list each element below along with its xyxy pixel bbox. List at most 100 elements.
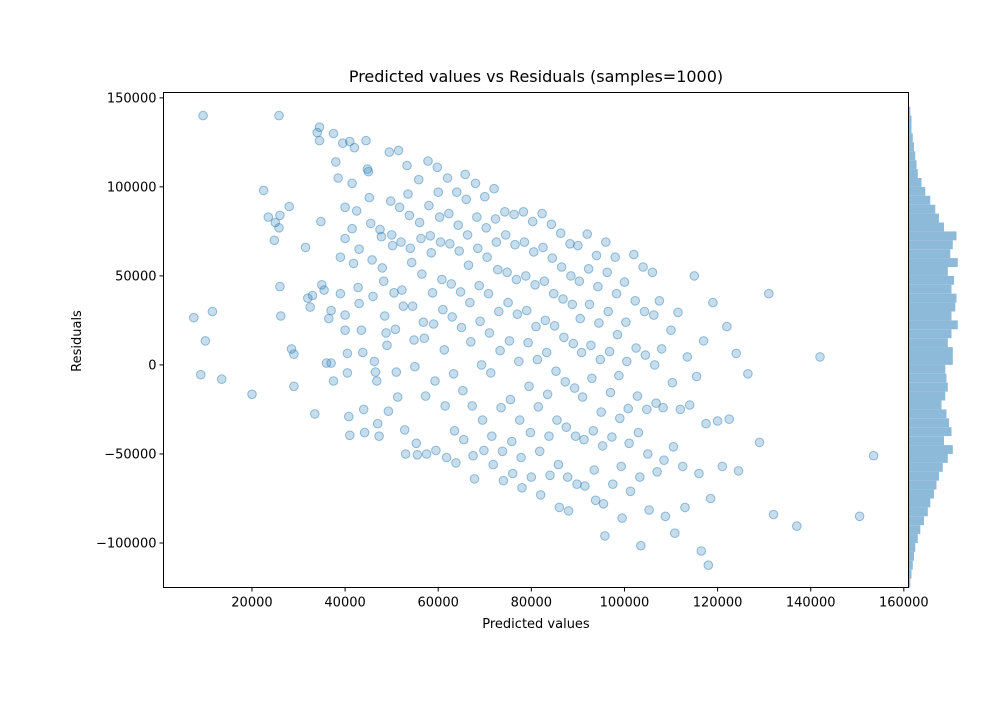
scatter-point [466,337,476,347]
scatter-point [523,337,533,348]
y-axis: −100000 −50000 0 50000 100000 150000 [96,91,164,551]
scatter-point [568,338,579,349]
scatter-point [670,528,680,539]
scatter-point [631,343,641,353]
scatter-point [705,493,716,504]
scatter-point [372,418,383,429]
scatter-point [668,442,679,452]
scatter-point [207,306,218,317]
scatter-point [289,349,299,360]
scatter-point [731,348,742,359]
scatter-point [458,385,468,396]
histogram-bar [909,213,939,223]
scatter-point [477,415,488,425]
scatter-point [510,239,520,250]
scatter-point [317,280,327,290]
scatter-point [792,521,802,531]
scatter-point [601,237,611,247]
scatter-point [365,218,376,229]
scatter-point [374,431,384,442]
scatter-point [540,315,551,326]
scatter-point [593,281,603,292]
scatter-point [417,269,427,279]
scatter-point [691,371,702,382]
scatter-point [400,449,411,459]
histogram-bar [909,427,952,437]
scatter-point [868,450,879,461]
scatter-point [612,329,623,340]
scatter-point [594,318,604,328]
scatter-point [588,426,599,436]
scatter-point [556,262,567,272]
scatter-point [433,187,444,197]
scatter-point [712,416,723,426]
scatter-point [553,459,564,470]
histogram-bar [909,382,948,392]
scatter-point [542,389,553,400]
scatter-point [435,237,446,247]
scatter-point [563,506,574,516]
scatter-point [558,294,568,304]
scatter-point [561,422,572,433]
scatter-point [582,229,593,239]
scatter-point [638,262,648,272]
scatter-point [345,430,355,441]
scatter-point [565,239,575,249]
scatter-point [438,304,448,315]
y-tick-label: 0 [148,358,156,373]
scatter-point [342,348,353,359]
scatter-point [535,490,546,500]
scatter-point [428,319,439,329]
scatter-point [284,201,295,212]
histogram-bar [909,462,943,472]
scatter-point [605,387,616,398]
scatter-point [465,297,475,308]
scatter-point [559,332,569,343]
scatter-point [546,219,557,230]
scatter-point [348,258,359,269]
scatter-point [584,299,595,310]
histogram-bar [909,400,942,410]
scatter-point [625,486,636,497]
histogram-bar [909,302,956,312]
scatter-point [708,297,718,308]
y-tick-label: 50000 [115,269,156,284]
scatter-point [537,208,547,219]
scatter-point [659,455,669,466]
scatter-point [382,340,392,351]
scatter-point [335,288,346,299]
scatter-point [353,282,363,293]
histogram-bar [909,115,912,125]
scatter-point [338,138,348,148]
histogram-bar [909,249,951,259]
scatter-point [586,340,596,351]
scatter-point [431,445,441,456]
scatter-point [615,413,625,424]
scatter-point [406,257,417,268]
histogram-bar [909,507,928,517]
scatter-point [532,354,543,365]
scatter-point [524,381,534,392]
scatter-point [608,479,618,490]
scatter-point [684,400,695,410]
scatter-point [247,389,257,400]
scatter-points [189,110,879,571]
scatter-point [434,212,445,222]
scatter-point [566,271,576,281]
scatter-point [521,271,531,281]
scatter-point [361,135,371,146]
scatter-point [610,252,621,263]
histogram-bar [909,516,924,526]
scatter-point [396,237,406,247]
scatter-point [541,347,552,358]
scatter-point [651,398,661,409]
scatter-point [469,474,480,484]
scatter-point [312,127,323,138]
scatter-point [539,276,550,287]
scatter-point [675,404,686,415]
scatter-point [764,288,774,299]
scatter-point [514,415,525,425]
scatter-point [629,249,639,260]
scatter-point [445,239,455,249]
scatter-point [354,298,364,309]
